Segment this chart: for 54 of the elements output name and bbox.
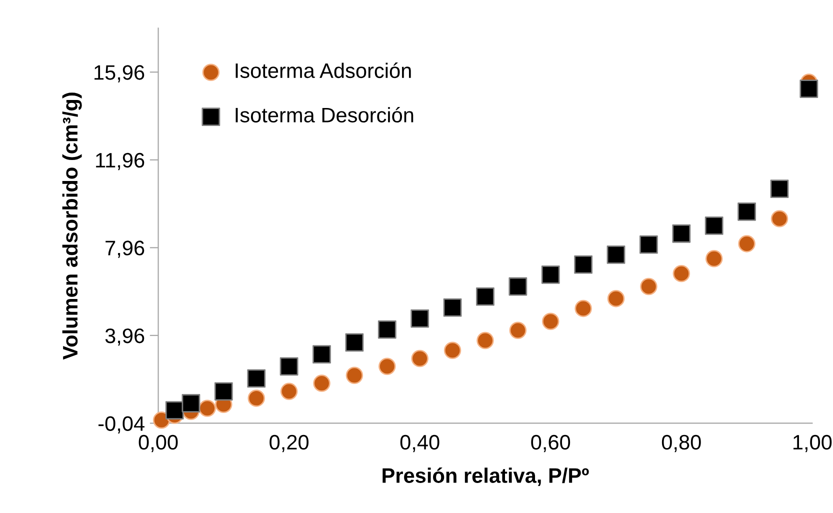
x-tick-label: 0,20 [270, 434, 309, 452]
x-tick-label: 1,00 [793, 434, 832, 452]
y-tick-label: 15,96 [94, 65, 144, 82]
point [770, 180, 789, 198]
legend-label: Isoterma Adsorción [236, 62, 411, 78]
point [476, 287, 494, 306]
y-tick-label: 11,96 [96, 152, 144, 170]
point [738, 235, 756, 252]
point [542, 312, 560, 330]
x-axis-title: Presión relativa, P/Pº [382, 467, 589, 486]
point [606, 245, 626, 264]
point [738, 202, 756, 221]
y-axis-title: Volumen adsorbido (cm³/g) [62, 92, 82, 360]
point [410, 309, 430, 328]
x-tick-label: 0,40 [400, 434, 440, 452]
point [476, 332, 494, 350]
point [640, 278, 658, 296]
point [770, 210, 788, 228]
point [280, 382, 298, 400]
point [378, 358, 396, 375]
point [248, 390, 265, 407]
point [411, 350, 428, 368]
point [247, 369, 266, 388]
point [280, 357, 298, 376]
y-tick-label: 3,96 [105, 328, 144, 346]
point [672, 224, 691, 243]
point [508, 277, 528, 296]
point [509, 322, 527, 340]
point [378, 320, 396, 339]
point [574, 255, 593, 274]
legend-label: Isoterma Desorción [236, 106, 414, 122]
point [198, 400, 216, 417]
point [182, 394, 200, 412]
point [443, 298, 462, 317]
point [640, 235, 658, 254]
point [345, 333, 364, 352]
point [312, 345, 331, 364]
point [346, 366, 364, 384]
x-tick-label: 0,00 [138, 434, 178, 452]
point [800, 80, 818, 98]
y-tick-label: -0,04 [98, 416, 144, 434]
point [574, 300, 592, 318]
point [672, 264, 690, 282]
point [214, 382, 233, 401]
point [704, 216, 724, 235]
point [444, 342, 462, 359]
x-tick-label: 0,60 [531, 434, 570, 452]
point [541, 265, 560, 284]
point [313, 374, 330, 392]
point [607, 290, 625, 308]
x-tick-label: 0,80 [662, 434, 701, 452]
point [705, 250, 723, 268]
point [165, 401, 184, 420]
y-tick-label: 7,96 [106, 240, 144, 258]
